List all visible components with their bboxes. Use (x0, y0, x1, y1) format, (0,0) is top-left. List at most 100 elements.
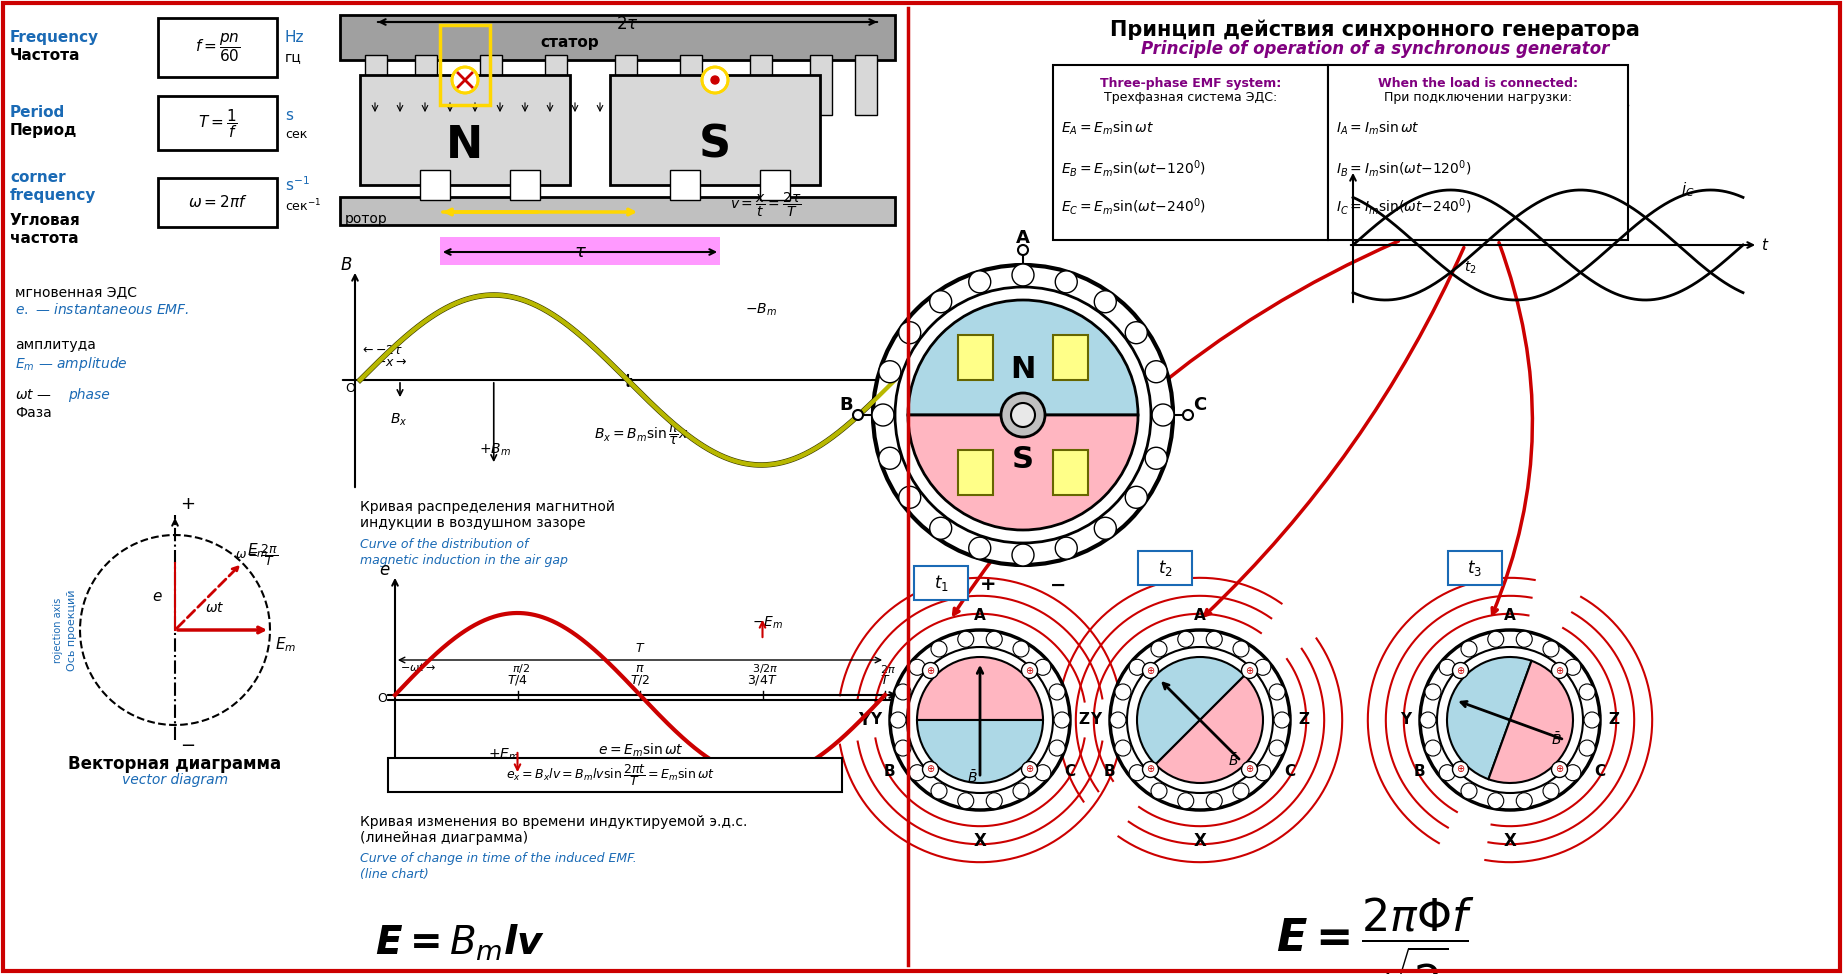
Text: A: A (1504, 609, 1517, 623)
Wedge shape (1489, 660, 1572, 783)
Circle shape (1012, 403, 1036, 427)
Text: $T$: $T$ (879, 674, 890, 687)
Circle shape (1115, 740, 1132, 756)
Text: rojection axis: rojection axis (53, 597, 63, 662)
Wedge shape (918, 657, 1043, 720)
Text: vector diagram: vector diagram (122, 773, 229, 787)
Circle shape (1452, 762, 1469, 777)
Text: $i_C$: $i_C$ (1681, 180, 1696, 199)
Circle shape (1270, 740, 1285, 756)
Text: $\mathrm{s^{-1}}$: $\mathrm{s^{-1}}$ (286, 175, 310, 194)
Circle shape (1452, 662, 1469, 679)
Circle shape (1205, 631, 1222, 648)
FancyBboxPatch shape (158, 96, 276, 150)
Circle shape (1242, 662, 1257, 679)
Text: ⊕: ⊕ (1555, 665, 1563, 676)
Text: $\tau$: $\tau$ (621, 375, 634, 390)
FancyBboxPatch shape (1449, 551, 1502, 585)
Text: $\pi$: $\pi$ (636, 662, 645, 675)
Circle shape (1579, 684, 1594, 700)
Bar (680, 55, 702, 115)
Text: B: B (885, 765, 896, 779)
FancyBboxPatch shape (158, 18, 276, 77)
Wedge shape (1156, 675, 1262, 783)
Circle shape (1128, 647, 1274, 793)
Text: индукции в воздушном зазоре: индукции в воздушном зазоре (359, 516, 586, 530)
Circle shape (923, 662, 938, 679)
Text: $f=\dfrac{pn}{60}$: $f=\dfrac{pn}{60}$ (195, 31, 241, 64)
Text: ⊕: ⊕ (1555, 765, 1563, 774)
Text: $t_2$: $t_2$ (1463, 260, 1476, 277)
Text: $\bar{B}$: $\bar{B}$ (1552, 731, 1561, 748)
Text: Three-phase EMF system:: Three-phase EMF system: (1100, 77, 1281, 90)
Text: $t_1$: $t_1$ (1390, 208, 1403, 225)
Circle shape (896, 740, 910, 756)
Circle shape (1126, 321, 1146, 344)
Text: ⊕: ⊕ (1025, 765, 1034, 774)
Text: −: − (181, 737, 195, 755)
Text: A: A (1015, 229, 1030, 247)
Text: $B$: $B$ (339, 256, 352, 274)
Text: $B_x{=}B_m\sin\dfrac{\pi}{\tau}x$: $B_x{=}B_m\sin\dfrac{\pi}{\tau}x$ (593, 423, 689, 447)
Text: $x$: $x$ (912, 371, 925, 389)
Text: $I_C=I_m\sin(\omega t{-}240^0)$: $I_C=I_m\sin(\omega t{-}240^0)$ (1336, 196, 1471, 217)
Text: $E_m$: $E_m$ (247, 542, 269, 560)
Text: N: N (1010, 356, 1036, 385)
Text: $3/2\pi$: $3/2\pi$ (752, 662, 780, 675)
Text: Principle of operation of a synchronous generator: Principle of operation of a synchronous … (1141, 40, 1609, 58)
Circle shape (879, 360, 901, 383)
Text: $T=\dfrac{1}{f}$: $T=\dfrac{1}{f}$ (199, 107, 238, 140)
Circle shape (931, 783, 947, 799)
Text: $v=\dfrac{x}{t}=\dfrac{2\tau}{T}$: $v=\dfrac{x}{t}=\dfrac{2\tau}{T}$ (730, 191, 802, 219)
Circle shape (1017, 245, 1028, 255)
Text: сек: сек (286, 128, 308, 141)
Circle shape (879, 447, 901, 469)
Text: O: O (378, 692, 387, 704)
Text: $2\tau$: $2\tau$ (616, 15, 638, 33)
Bar (546, 55, 568, 115)
Text: $\bar{B}$: $\bar{B}$ (1227, 753, 1238, 769)
Text: $\leftarrow{-2\tau}$: $\leftarrow{-2\tau}$ (359, 344, 404, 356)
Circle shape (1255, 765, 1272, 781)
Bar (616, 55, 638, 115)
Text: Y: Y (870, 713, 881, 728)
Text: ротор: ротор (345, 212, 387, 226)
FancyBboxPatch shape (420, 170, 450, 200)
Circle shape (958, 793, 973, 808)
Circle shape (1425, 684, 1441, 700)
Text: $t_1$: $t_1$ (934, 573, 949, 593)
Text: +: + (980, 576, 997, 594)
Text: Векторная диаграмма: Векторная диаграмма (68, 755, 282, 773)
FancyBboxPatch shape (359, 75, 569, 185)
Text: $\omega{=}\dfrac{2\pi}{T}$: $\omega{=}\dfrac{2\pi}{T}$ (236, 543, 278, 568)
Wedge shape (909, 415, 1137, 530)
FancyBboxPatch shape (1052, 335, 1087, 380)
Text: ⊕: ⊕ (1025, 665, 1034, 676)
Circle shape (896, 287, 1152, 543)
Circle shape (1152, 783, 1167, 799)
Circle shape (1095, 517, 1117, 540)
Text: $t_3$: $t_3$ (1467, 558, 1482, 578)
Text: ⊕: ⊕ (1456, 765, 1465, 774)
Wedge shape (918, 720, 1043, 783)
FancyBboxPatch shape (759, 170, 791, 200)
Bar (855, 55, 877, 115)
Text: $B_x$: $B_x$ (391, 412, 407, 429)
FancyBboxPatch shape (1329, 65, 1627, 240)
Circle shape (1233, 783, 1250, 799)
Bar (811, 55, 831, 115)
Text: $+B_m$: $+B_m$ (479, 442, 511, 458)
Text: $T/4$: $T/4$ (507, 673, 529, 687)
Text: ⊕: ⊕ (927, 665, 934, 676)
Text: $2\tau$: $2\tau$ (875, 374, 896, 390)
Text: $i$: $i$ (1345, 165, 1351, 181)
Text: $E_B=E_m\sin(\omega t{-}120^0)$: $E_B=E_m\sin(\omega t{-}120^0)$ (1062, 158, 1205, 179)
Text: $-B_m$: $-B_m$ (745, 302, 778, 318)
Circle shape (1270, 684, 1285, 700)
Text: Трехфазная система ЭДС:: Трехфазная система ЭДС: (1104, 91, 1277, 104)
Text: $i_A$: $i_A$ (1436, 180, 1449, 199)
Circle shape (1579, 740, 1594, 756)
Text: Z: Z (1078, 713, 1089, 728)
Text: $i_B$: $i_B$ (1561, 180, 1574, 199)
Text: $e.$ — instantaneous EMF.: $e.$ — instantaneous EMF. (15, 302, 190, 317)
